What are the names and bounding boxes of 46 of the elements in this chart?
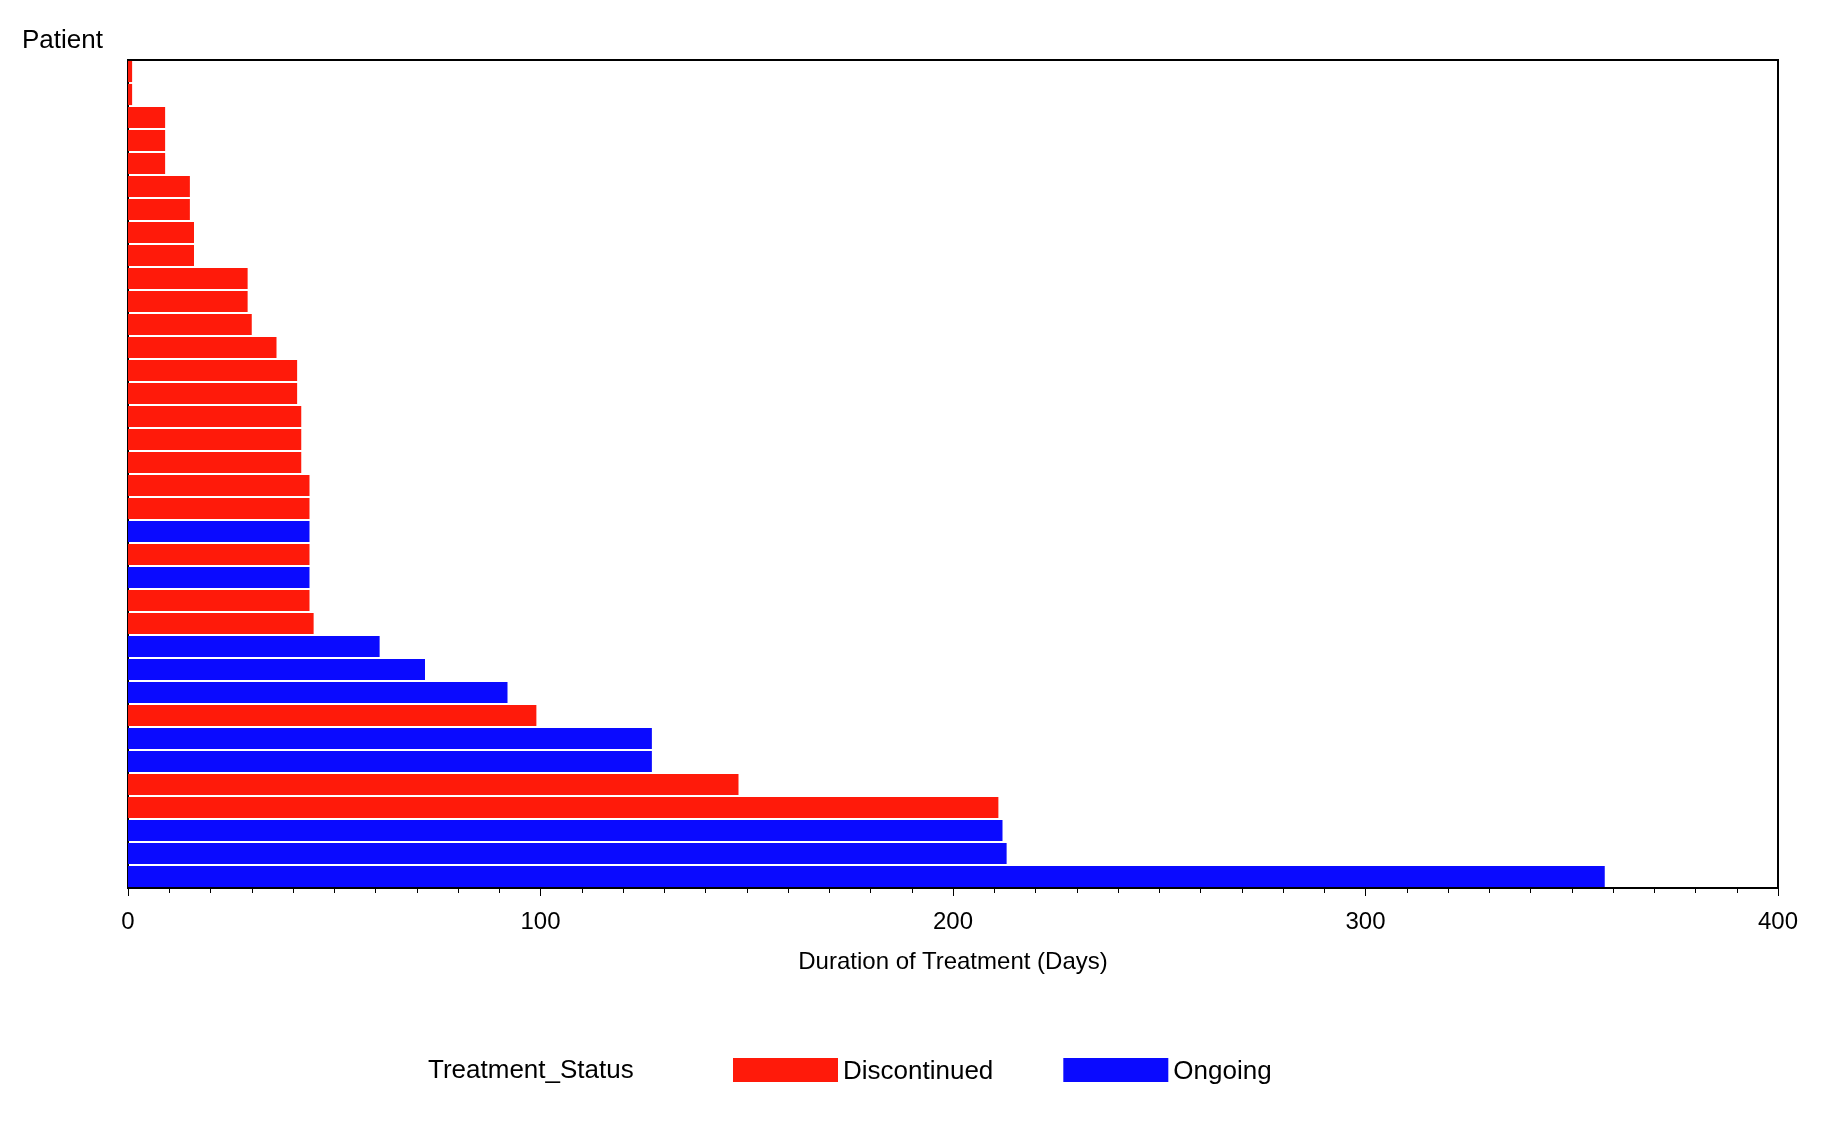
bar: [128, 152, 166, 175]
bar: [128, 382, 298, 405]
x-tick-label: 300: [1345, 906, 1386, 934]
bar: [128, 83, 133, 106]
bar: [128, 428, 302, 451]
legend-label: Ongoing: [1173, 1055, 1272, 1085]
bar: [128, 773, 739, 796]
bar: [128, 290, 248, 313]
bar: [128, 520, 310, 543]
x-tick-label: 400: [1757, 906, 1799, 934]
bar: [128, 612, 314, 635]
bar: [128, 129, 166, 152]
bar: [128, 336, 277, 359]
bar: [128, 543, 310, 566]
bar: [128, 221, 194, 244]
bar: [128, 267, 248, 290]
y-axis-title: Patient: [22, 24, 104, 54]
bar: [128, 865, 1605, 888]
bar: [128, 819, 1003, 842]
x-axis-title: Duration of Treatment (Days): [798, 946, 1108, 974]
bar: [128, 566, 310, 589]
bar: [128, 750, 652, 773]
bar: [128, 405, 302, 428]
x-tick-label: 200: [932, 906, 974, 934]
bar: [128, 796, 999, 819]
bar: [128, 175, 190, 198]
bar: [128, 727, 652, 750]
x-tick-label: 0: [121, 906, 135, 934]
bar: [128, 198, 190, 221]
x-tick-label: 100: [520, 906, 561, 934]
bar: [128, 635, 380, 658]
bar: [128, 313, 252, 336]
bar: [128, 658, 425, 681]
bar: [128, 60, 133, 83]
bar: [128, 589, 310, 612]
bar: [128, 681, 508, 704]
bar: [128, 704, 537, 727]
bar: [128, 451, 302, 474]
bar: [128, 106, 166, 129]
bar: [128, 497, 310, 520]
bar: [128, 359, 298, 382]
bar: [128, 244, 194, 267]
legend-title: Treatment_Status: [428, 1054, 634, 1084]
legend-label: Discontinued: [843, 1055, 994, 1085]
bar: [128, 842, 1007, 865]
bar: [128, 474, 310, 497]
